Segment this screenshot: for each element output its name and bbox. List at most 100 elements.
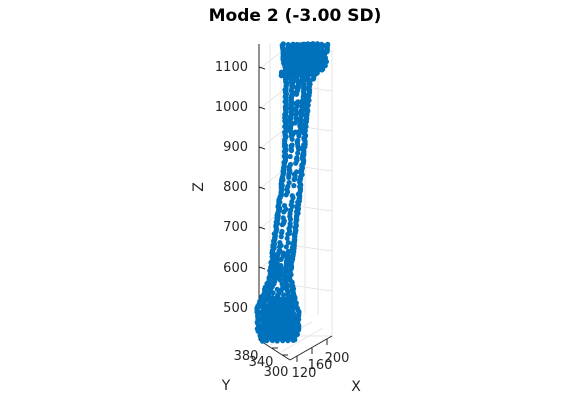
data-point (293, 69, 299, 75)
data-point (322, 63, 328, 69)
z-tick-label: 700 (223, 220, 248, 235)
z-axis-label: Z (191, 182, 207, 192)
x-axis-label: X (351, 379, 361, 395)
data-point (302, 52, 308, 58)
grid-line (289, 124, 333, 132)
data-point (298, 51, 304, 57)
z-tick-label: 800 (223, 180, 248, 195)
data-point (285, 231, 291, 237)
data-point (319, 67, 325, 73)
data-point (270, 329, 276, 335)
data-point (281, 292, 287, 298)
data-point (305, 59, 311, 65)
data-point (282, 325, 288, 331)
y-axis-label: Y (221, 378, 231, 394)
x-tick-label: 200 (325, 351, 350, 366)
z-tick-mark (258, 66, 266, 70)
data-point (286, 180, 292, 186)
data-point (264, 338, 270, 344)
data-point (285, 315, 291, 321)
data-point (269, 315, 275, 321)
grid-line (289, 244, 333, 252)
data-point (275, 310, 281, 316)
data-point (319, 49, 326, 56)
z-ticks: 1100 1000 900 800 700 600 500 (215, 60, 266, 316)
data-point (277, 277, 284, 283)
grid-line (280, 327, 324, 353)
x-ticks: 120 160 200 (292, 339, 350, 381)
data-point (283, 192, 289, 198)
chart-title: Mode 2 (-3.00 SD) (209, 6, 382, 26)
data-point (270, 290, 276, 296)
data-point (308, 67, 314, 73)
z-tick-label: 1000 (215, 100, 248, 115)
data-point (291, 176, 297, 183)
data-point (291, 183, 297, 189)
data-point (279, 315, 285, 321)
data-point (280, 338, 286, 344)
data-point (272, 334, 278, 340)
data-point (310, 49, 317, 55)
data-point (279, 222, 285, 228)
data-point (282, 59, 289, 65)
data-point (262, 310, 268, 316)
data-point (292, 65, 298, 71)
data-point (285, 240, 291, 246)
data-point (303, 41, 309, 48)
y-tick-label: 340 (249, 355, 274, 370)
data-point (289, 136, 295, 142)
data-point (265, 331, 271, 337)
data-point (296, 133, 302, 139)
data-point (288, 147, 295, 154)
data-point (284, 235, 290, 241)
x-tick-label: 160 (308, 358, 333, 373)
y-ticks: 380 340 300 (234, 341, 289, 380)
data-point (286, 69, 292, 75)
data-point (261, 325, 267, 331)
grid-line (289, 164, 333, 172)
data-point (276, 332, 282, 338)
data-point (283, 244, 289, 250)
z-tick-label: 500 (223, 301, 248, 316)
point-cloud (254, 41, 331, 344)
z-tick-mark (258, 266, 266, 270)
data-point (281, 73, 287, 79)
data-point (286, 174, 292, 180)
data-point (278, 234, 284, 240)
data-point (293, 160, 299, 166)
data-point (283, 310, 289, 316)
data-point (282, 305, 288, 312)
data-point (289, 52, 295, 58)
z-tick-mark (258, 146, 266, 150)
data-point (274, 338, 280, 344)
data-point (306, 46, 312, 52)
y-tick-label: 380 (234, 349, 259, 364)
data-point (293, 111, 299, 117)
data-point (301, 66, 307, 72)
z-tick-mark (258, 226, 266, 230)
z-tick-mark (258, 186, 266, 190)
data-point (281, 209, 287, 215)
data-point (278, 256, 284, 262)
data-point (287, 216, 294, 222)
data-point (314, 67, 321, 73)
z-tick-label: 600 (223, 261, 248, 276)
data-point (269, 337, 275, 343)
data-point (290, 195, 296, 201)
data-point (297, 65, 303, 71)
y-tick-label: 300 (264, 365, 289, 380)
data-point (290, 337, 296, 343)
data-point (293, 46, 299, 52)
data-point (260, 315, 266, 321)
data-point (275, 306, 281, 312)
data-point (270, 310, 276, 316)
data-point (293, 91, 300, 97)
data-point (284, 332, 290, 338)
data-point (287, 153, 293, 160)
data-point (317, 58, 323, 64)
data-point (284, 50, 290, 57)
data-point (285, 338, 291, 344)
data-point (300, 47, 306, 53)
grid-line (289, 284, 333, 292)
